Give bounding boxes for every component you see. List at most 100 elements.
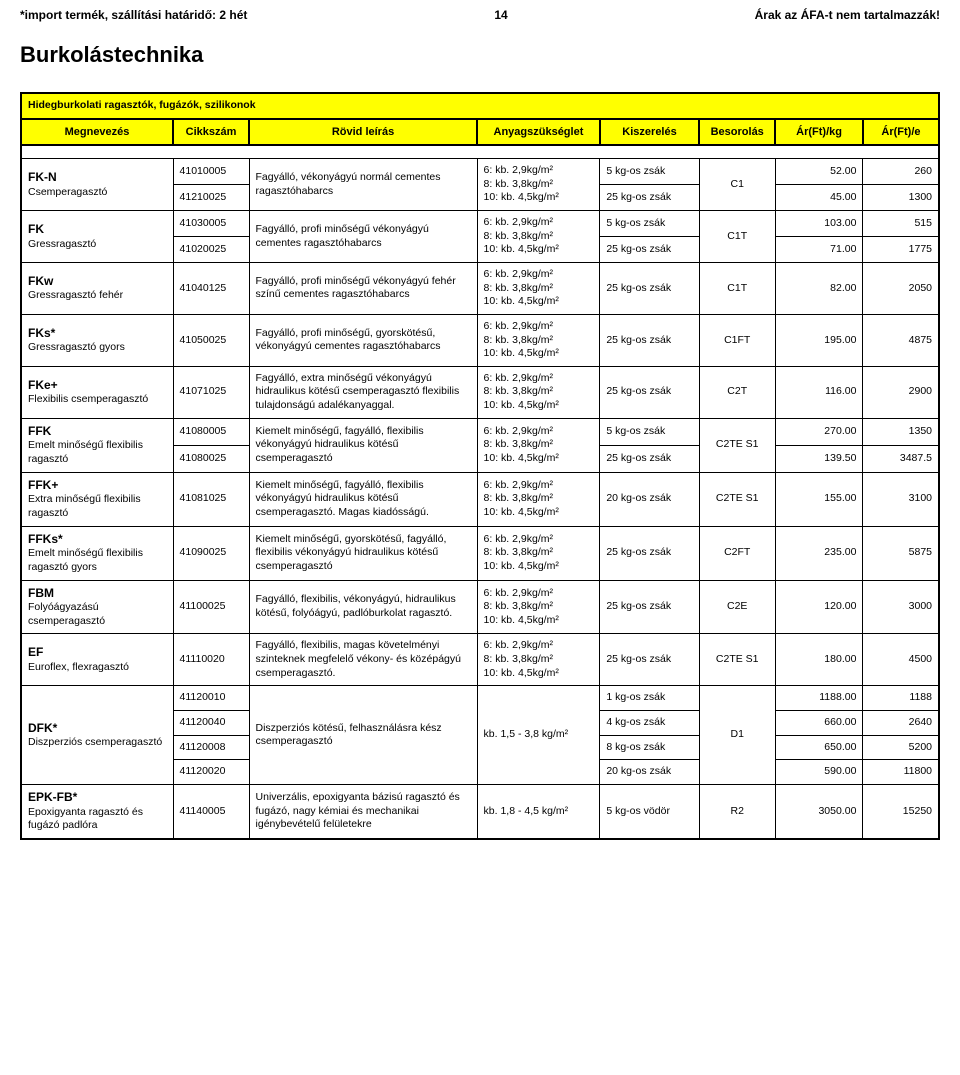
row-desc: Fagyálló, vékonyágyú normál cementes rag…: [249, 159, 477, 211]
row-cat: D1: [699, 711, 775, 760]
row-code: 41081025: [173, 472, 249, 526]
row-code: 41090025: [173, 526, 249, 580]
row-desc: Fagyálló, profi minőségű, gyorskötésű, v…: [249, 314, 477, 366]
row-pack: 25 kg-os zsák: [600, 314, 699, 366]
col-pe: Ár(Ft)/e: [863, 119, 939, 145]
row-pack: 5 kg-os zsák: [600, 211, 699, 237]
row-pack: 20 kg-os zsák: [600, 472, 699, 526]
row-desc: Kiemelt minőségű, fagyálló, flexibilis v…: [249, 472, 477, 526]
section-title-row: Hidegburkolati ragasztók, fugázók, szili…: [21, 93, 939, 119]
row-cat: C1T: [699, 211, 775, 263]
row-need: 6: kb. 2,9kg/m² 8: kb. 3,8kg/m² 10: kb. …: [477, 418, 600, 472]
row-name: EFEuroflex, flexragasztó: [21, 634, 173, 686]
row-pe: 3100: [863, 472, 939, 526]
row-cat: C2TE S1: [699, 418, 775, 472]
row-pe: 11800: [863, 760, 939, 785]
table-row: FKe+Flexibilis csemperagasztó 41071025 F…: [21, 366, 939, 418]
row-cat-empty: [699, 686, 775, 711]
row-cat-empty: [699, 760, 775, 785]
row-cat: C2T: [699, 366, 775, 418]
row-need: 6: kb. 2,9kg/m² 8: kb. 3,8kg/m² 10: kb. …: [477, 580, 600, 634]
table-row: FFK+Extra minőségű flexibilis ragasztó 4…: [21, 472, 939, 526]
row-pkg: 1188.00: [775, 686, 863, 711]
row-pe: 5200: [863, 735, 939, 760]
row-name: FFKs*Emelt minőségű flexibilis ragasztó …: [21, 526, 173, 580]
col-cat: Besorolás: [699, 119, 775, 145]
row-name: FFK+Extra minőségű flexibilis ragasztó: [21, 472, 173, 526]
row-name: FKe+Flexibilis csemperagasztó: [21, 366, 173, 418]
table-row: FK-NCsemperagasztó 41010005 Fagyálló, vé…: [21, 159, 939, 185]
row-code: 41100025: [173, 580, 249, 634]
top-bar: *import termék, szállítási határidő: 2 h…: [20, 8, 940, 22]
row-pkg: 195.00: [775, 314, 863, 366]
row-code: 41040125: [173, 262, 249, 314]
row-pkg: 71.00: [775, 237, 863, 263]
row-pack: 5 kg-os zsák: [600, 159, 699, 185]
row-pack: 1 kg-os zsák: [600, 686, 699, 711]
row-pkg: 52.00: [775, 159, 863, 185]
row-code: 41050025: [173, 314, 249, 366]
row-pe: 1775: [863, 237, 939, 263]
row-need: 6: kb. 2,9kg/m² 8: kb. 3,8kg/m² 10: kb. …: [477, 472, 600, 526]
row-desc: Univerzális, epoxigyanta bázisú ragasztó…: [249, 784, 477, 838]
row-desc: Fagyálló, flexibilis, magas követelményi…: [249, 634, 477, 686]
col-desc: Rövid leírás: [249, 119, 477, 145]
row-pkg: 120.00: [775, 580, 863, 634]
row-pack: 8 kg-os zsák: [600, 735, 699, 760]
row-cat: R2: [699, 784, 775, 838]
table-row: EFEuroflex, flexragasztó 41110020 Fagyál…: [21, 634, 939, 686]
row-pkg: 45.00: [775, 185, 863, 211]
row-pkg: 103.00: [775, 211, 863, 237]
row-pack: 25 kg-os zsák: [600, 634, 699, 686]
row-pe: 3000: [863, 580, 939, 634]
table-row: FKwGressragasztó fehér 41040125 Fagyálló…: [21, 262, 939, 314]
row-need: 6: kb. 2,9kg/m² 8: kb. 3,8kg/m² 10: kb. …: [477, 211, 600, 263]
row-need: 6: kb. 2,9kg/m² 8: kb. 3,8kg/m² 10: kb. …: [477, 634, 600, 686]
table-row: FKs*Gressragasztó gyors 41050025 Fagyáll…: [21, 314, 939, 366]
row-need: 6: kb. 2,9kg/m² 8: kb. 3,8kg/m² 10: kb. …: [477, 526, 600, 580]
row-pe: 3487.5: [863, 445, 939, 472]
row-need: kb. 1,8 - 4,5 kg/m²: [477, 784, 600, 838]
row-pack: 25 kg-os zsák: [600, 366, 699, 418]
col-code: Cikkszám: [173, 119, 249, 145]
row-desc: Fagyálló, profi minőségű vékonyágyú fehé…: [249, 262, 477, 314]
row-pkg: 82.00: [775, 262, 863, 314]
row-cat: C2E: [699, 580, 775, 634]
row-pack: 25 kg-os zsák: [600, 580, 699, 634]
price-table: Hidegburkolati ragasztók, fugázók, szili…: [20, 92, 940, 840]
row-name: FKwGressragasztó fehér: [21, 262, 173, 314]
row-pack: 5 kg-os zsák: [600, 418, 699, 445]
row-desc: Fagyálló, flexibilis, vékonyágyú, hidrau…: [249, 580, 477, 634]
row-code: 41020025: [173, 237, 249, 263]
row-cat: C1: [699, 159, 775, 211]
row-pack: 25 kg-os zsák: [600, 445, 699, 472]
row-code: 41140005: [173, 784, 249, 838]
row-pe: 2900: [863, 366, 939, 418]
row-need: 6: kb. 2,9kg/m² 8: kb. 3,8kg/m² 10: kb. …: [477, 366, 600, 418]
row-pe: 1300: [863, 185, 939, 211]
row-pack: 5 kg-os vödör: [600, 784, 699, 838]
row-desc: Kiemelt minőségű, fagyálló, flexibilis v…: [249, 418, 477, 472]
row-code: 41071025: [173, 366, 249, 418]
row-name: FK-NCsemperagasztó: [21, 159, 173, 211]
row-code: 41010005: [173, 159, 249, 185]
row-code: 41120010: [173, 686, 249, 711]
row-code: 41080025: [173, 445, 249, 472]
page-number: 14: [494, 8, 507, 22]
row-pkg: 180.00: [775, 634, 863, 686]
row-name: DFK*Diszperziós csemperagasztó: [21, 686, 173, 785]
row-pack: 25 kg-os zsák: [600, 526, 699, 580]
row-pkg: 116.00: [775, 366, 863, 418]
row-pkg: 3050.00: [775, 784, 863, 838]
row-pe: 515: [863, 211, 939, 237]
row-pe: 4500: [863, 634, 939, 686]
row-pkg: 660.00: [775, 711, 863, 736]
row-cat: C2TE S1: [699, 472, 775, 526]
row-code: 41120008: [173, 735, 249, 760]
row-desc: Fagyálló, profi minőségű vékonyágyú ceme…: [249, 211, 477, 263]
row-cat: C2FT: [699, 526, 775, 580]
page-title: Burkolástechnika: [20, 42, 940, 68]
col-name: Megnevezés: [21, 119, 173, 145]
section-title: Hidegburkolati ragasztók, fugázók, szili…: [21, 93, 939, 119]
row-pe: 1188: [863, 686, 939, 711]
